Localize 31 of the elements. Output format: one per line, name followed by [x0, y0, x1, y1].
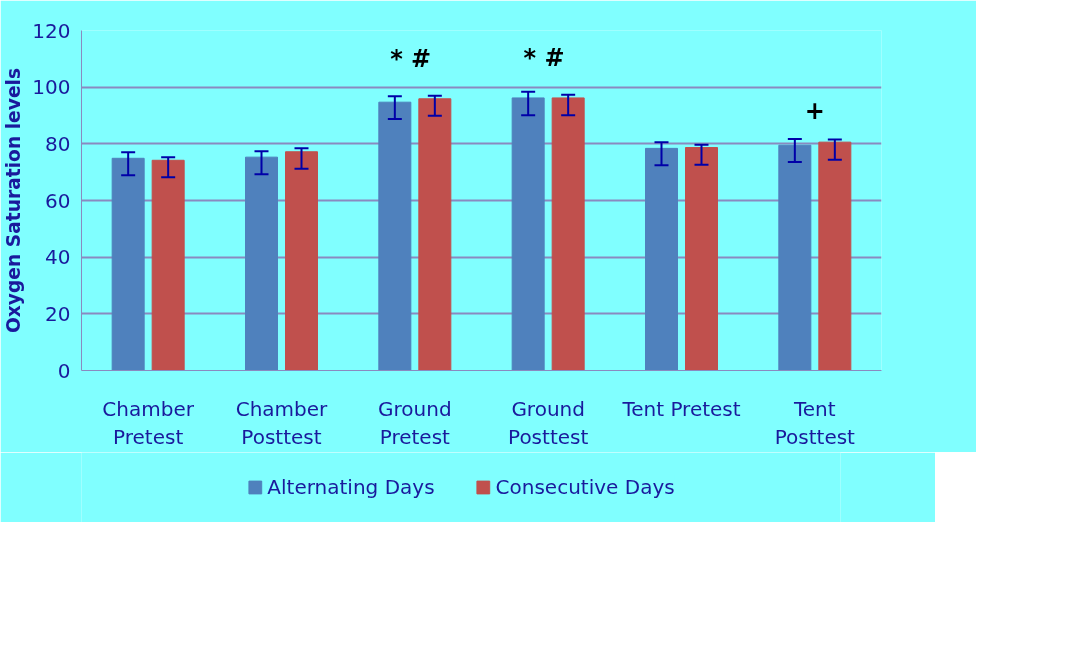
bar — [778, 144, 812, 371]
bar — [285, 151, 318, 371]
bar — [818, 141, 852, 371]
bar — [378, 101, 412, 371]
x-tick-label: Ground Posttest — [508, 396, 589, 450]
x-tick-label: Chamber Pretest — [102, 396, 195, 450]
legend-label: Alternating Days — [267, 475, 435, 499]
bar — [245, 156, 278, 371]
y-tick-label: 80 — [45, 131, 71, 156]
y-axis-title: Oxygen Saturation levels — [3, 67, 25, 334]
annotation: * # — [523, 43, 565, 72]
annotation: + — [804, 97, 825, 126]
bar — [551, 97, 585, 371]
y-tick-label: 20 — [45, 301, 71, 326]
bar — [418, 98, 452, 371]
y-tick-label: 120 — [32, 18, 71, 43]
x-tick-label: Ground Pretest — [378, 396, 452, 450]
x-tick-label: Tent Pretest — [621, 396, 741, 421]
x-tick-label: Chamber Posttest — [235, 396, 329, 450]
y-tick-label: 100 — [32, 75, 71, 100]
legend-label: Consecutive Days — [495, 475, 675, 499]
bar — [111, 157, 145, 371]
y-tick-label: 60 — [45, 188, 71, 213]
bar — [511, 97, 545, 371]
x-tick-label: Tent Posttest — [774, 396, 856, 450]
bar — [151, 159, 185, 371]
bar — [685, 147, 718, 371]
bar — [645, 147, 678, 371]
annotation: * # — [390, 44, 432, 73]
y-tick-label: 0 — [57, 358, 71, 383]
y-tick-label: 40 — [45, 245, 71, 270]
